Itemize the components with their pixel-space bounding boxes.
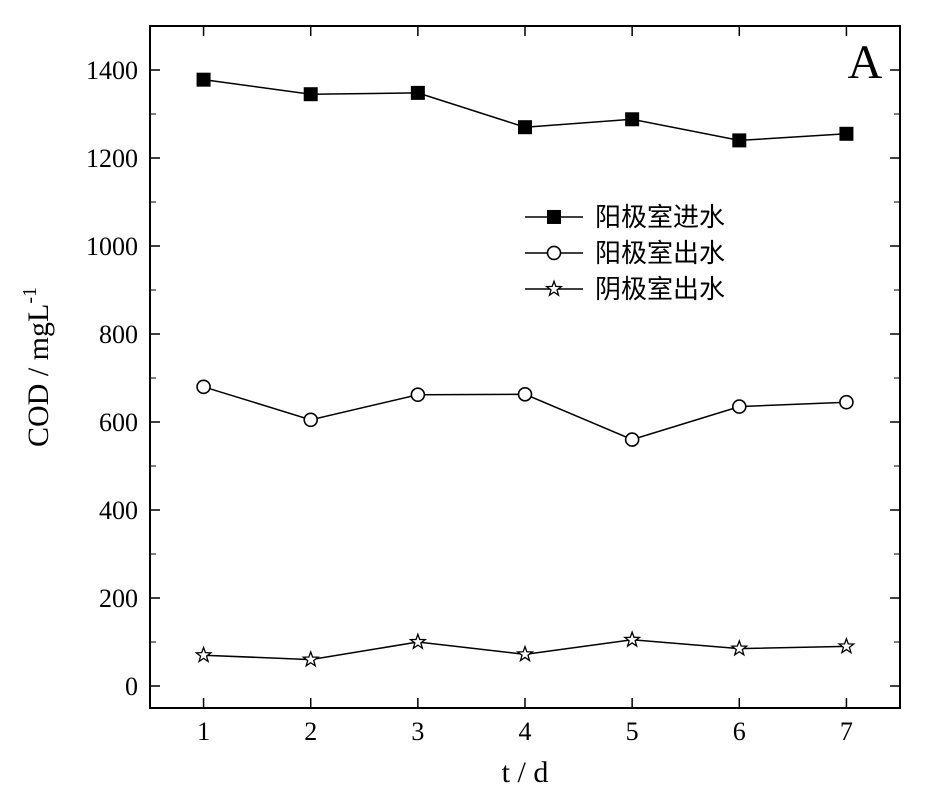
panel-label: A bbox=[848, 36, 883, 89]
series-marker bbox=[733, 134, 746, 147]
series-marker bbox=[411, 86, 424, 99]
series-marker bbox=[197, 380, 210, 393]
y-tick-label: 0 bbox=[125, 672, 138, 701]
x-axis-title: t / d bbox=[502, 756, 549, 789]
x-tick-label: 3 bbox=[411, 717, 424, 746]
legend-label: 阴极室出水 bbox=[595, 275, 725, 304]
y-tick-label: 800 bbox=[99, 320, 138, 349]
series-marker bbox=[626, 113, 639, 126]
series-marker bbox=[411, 388, 424, 401]
series-marker bbox=[303, 652, 318, 666]
series-marker bbox=[733, 400, 746, 413]
chart-svg: 1 2 3 4 5 6 7 0 200 400 600 800 1000 1200 1400 t / d COD… bbox=[0, 0, 948, 806]
y-tick-label: 1000 bbox=[86, 232, 138, 261]
legend-marker bbox=[548, 246, 561, 259]
series-marker bbox=[625, 632, 640, 646]
x-tick-label: 5 bbox=[626, 717, 639, 746]
series-2 bbox=[196, 632, 854, 666]
y-tick-label: 1200 bbox=[86, 144, 138, 173]
legend-entry: 阴极室出水 bbox=[525, 275, 725, 304]
legend-entry: 阳极室进水 bbox=[525, 203, 725, 232]
legend-label: 阳极室进水 bbox=[595, 203, 725, 232]
series-marker bbox=[840, 127, 853, 140]
x-tick-label: 2 bbox=[304, 717, 317, 746]
y-tick-label: 400 bbox=[99, 496, 138, 525]
y-tick-label: 1400 bbox=[86, 56, 138, 85]
series-marker bbox=[196, 648, 211, 662]
series-marker bbox=[304, 88, 317, 101]
series-1 bbox=[197, 380, 853, 446]
series-marker bbox=[840, 396, 853, 409]
y-axis-title-group: COD / mgL-1 bbox=[19, 287, 55, 447]
y-tick-label: 200 bbox=[99, 584, 138, 613]
series-marker bbox=[411, 634, 426, 648]
series-marker bbox=[519, 121, 532, 134]
y-tick-label: 600 bbox=[99, 408, 138, 437]
series-marker bbox=[518, 647, 533, 661]
series-marker bbox=[304, 413, 317, 426]
legend-entry: 阳极室出水 bbox=[525, 239, 725, 268]
legend-label: 阳极室出水 bbox=[595, 239, 725, 268]
series-marker bbox=[519, 388, 532, 401]
chart-panel-A: 1 2 3 4 5 6 7 0 200 400 600 800 1000 1200 1400 t / d COD… bbox=[0, 0, 948, 806]
series-marker bbox=[626, 433, 639, 446]
legend-marker bbox=[547, 281, 562, 295]
x-tick-label: 4 bbox=[519, 717, 532, 746]
x-tick-label: 6 bbox=[733, 717, 746, 746]
series-marker bbox=[839, 639, 854, 653]
series-marker bbox=[197, 73, 210, 86]
series-0 bbox=[197, 73, 853, 147]
legend-marker bbox=[548, 210, 561, 223]
series-marker bbox=[732, 641, 747, 655]
x-tick-label: 7 bbox=[840, 717, 853, 746]
x-tick-label: 1 bbox=[197, 717, 210, 746]
y-axis-title: COD / mgL-1 bbox=[19, 287, 55, 447]
